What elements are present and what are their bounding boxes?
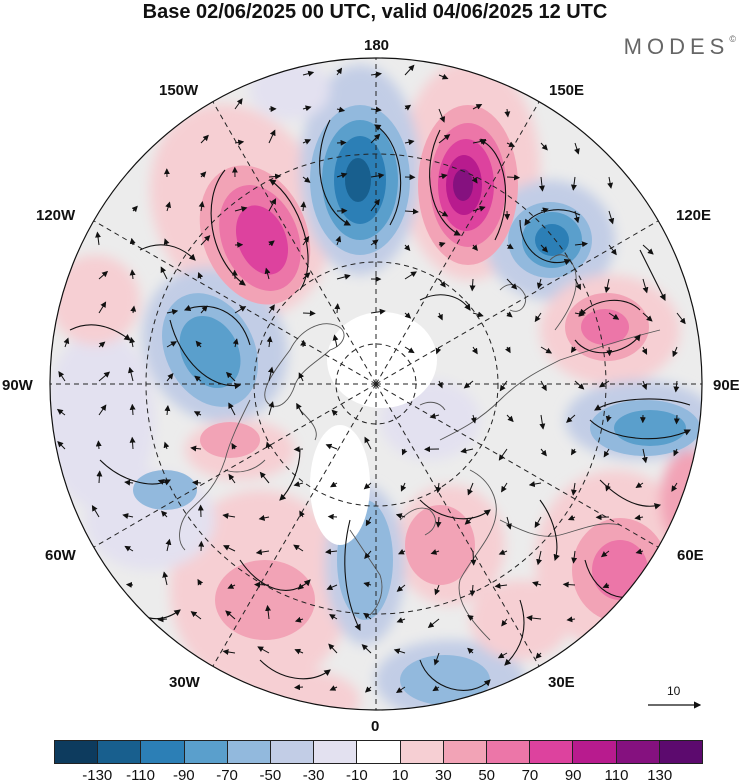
wind-arrow bbox=[99, 471, 100, 483]
colorbar-tick-label: 50 bbox=[478, 767, 495, 784]
anomaly-cell-blue-east-asia bbox=[614, 410, 686, 446]
wind-arrow bbox=[303, 341, 304, 347]
colorbar-tick-label: 70 bbox=[522, 767, 539, 784]
wind-arrow bbox=[609, 347, 610, 355]
lon-label-150w: 150W bbox=[159, 82, 198, 100]
colorbar-tick-label: -130 bbox=[82, 767, 112, 784]
colorbar-swatch bbox=[357, 741, 400, 763]
lon-label-120e: 120E bbox=[676, 207, 711, 225]
wind-arrow bbox=[255, 585, 269, 586]
colorbar-swatch bbox=[55, 741, 98, 763]
wind-arrow bbox=[193, 482, 201, 483]
wind-arrow bbox=[473, 551, 474, 565]
colorbar-swatch bbox=[185, 741, 228, 763]
colorbar-tick-label: -90 bbox=[173, 767, 195, 784]
colorbar-tick-label: 110 bbox=[604, 767, 628, 784]
wind-arrow bbox=[127, 585, 133, 586]
lon-label-120w: 120W bbox=[36, 207, 75, 225]
wind-arrow bbox=[295, 449, 303, 450]
anomaly-cell-pink-east bbox=[581, 309, 629, 345]
anomaly-cell-pink-central-asia bbox=[592, 540, 648, 600]
lon-label-0: 0 bbox=[371, 718, 379, 736]
lon-label-30e: 30E bbox=[548, 674, 575, 692]
colorbar-tick-label: -70 bbox=[216, 767, 238, 784]
colorbar-swatch bbox=[444, 741, 487, 763]
colorbar-tick-label: -50 bbox=[259, 767, 281, 784]
reference-vector-label: 10 bbox=[667, 684, 680, 698]
colorbar-swatch bbox=[401, 741, 444, 763]
colorbar-tick-label: 10 bbox=[392, 767, 409, 784]
colorbar-swatch bbox=[228, 741, 271, 763]
lon-label-180: 180 bbox=[364, 37, 389, 55]
lon-label-150e: 150E bbox=[549, 82, 584, 100]
wind-arrow bbox=[337, 304, 338, 313]
colorbar-tick-label: -110 bbox=[126, 767, 155, 784]
colorbar-swatch bbox=[98, 741, 141, 763]
colorbar-tick-label: 30 bbox=[435, 767, 452, 784]
colorbar-tick-label: -10 bbox=[346, 767, 368, 784]
colorbar-swatch bbox=[314, 741, 357, 763]
anomaly-cell-blue-east bbox=[535, 224, 569, 256]
wind-arrow bbox=[132, 405, 133, 415]
lon-label-60e: 60E bbox=[677, 547, 704, 565]
wind-arrow bbox=[337, 143, 346, 144]
colorbar-swatch bbox=[617, 741, 660, 763]
wind-arrow bbox=[564, 584, 575, 585]
colorbar-tick-label: 90 bbox=[565, 767, 582, 784]
colorbar bbox=[54, 740, 703, 764]
wind-arrow bbox=[329, 517, 337, 518]
map-disk bbox=[20, 50, 720, 730]
colorbar-swatch bbox=[573, 741, 616, 763]
colorbar-tick-label: -30 bbox=[303, 767, 325, 784]
wind-arrow bbox=[677, 415, 678, 424]
wind-arrow bbox=[295, 687, 303, 688]
lon-label-30w: 30W bbox=[169, 674, 200, 692]
colorbar-swatch bbox=[660, 741, 702, 763]
colorbar-swatch bbox=[141, 741, 184, 763]
wind-arrow bbox=[158, 619, 167, 620]
colorbar-swatch bbox=[487, 741, 530, 763]
lon-label-90e: 90E bbox=[713, 377, 740, 395]
lon-label-90w: 90W bbox=[2, 377, 33, 395]
wind-arrow bbox=[507, 177, 519, 178]
colorbar-swatch bbox=[530, 741, 573, 763]
wind-arrow bbox=[303, 313, 315, 314]
wind-arrow bbox=[98, 441, 99, 449]
colorbar-swatch bbox=[271, 741, 314, 763]
lon-label-60w: 60W bbox=[45, 547, 76, 565]
colorbar-tick-label: 130 bbox=[647, 767, 672, 784]
